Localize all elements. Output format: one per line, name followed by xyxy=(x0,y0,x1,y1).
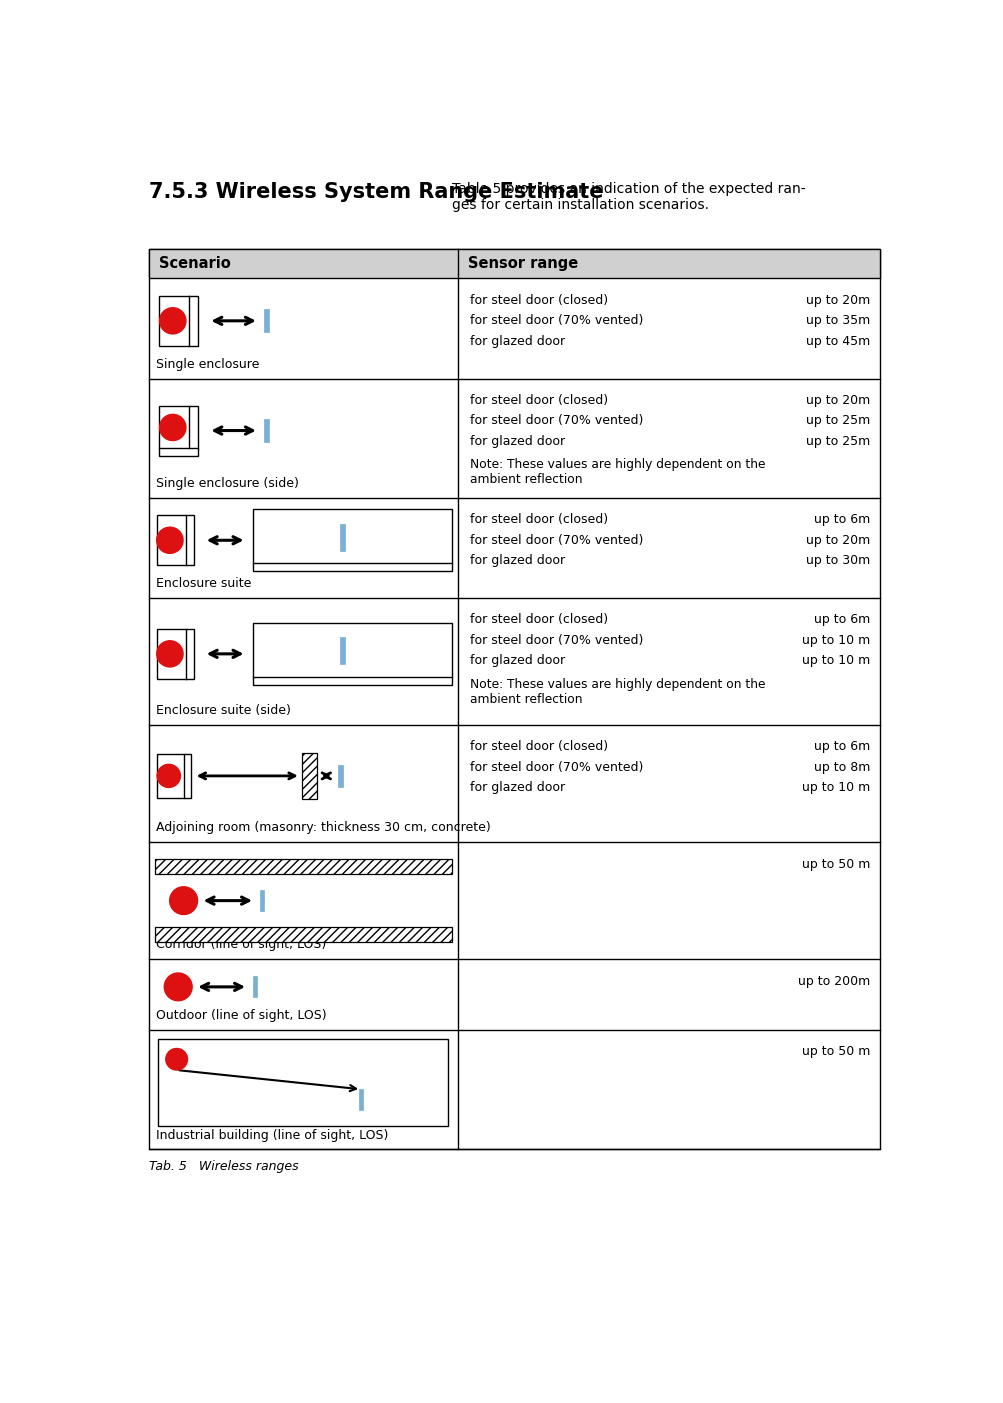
Bar xyxy=(302,753,317,798)
Text: Table 5 provides an indication of the expected ran-
ges for certain installation: Table 5 provides an indication of the ex… xyxy=(452,182,805,212)
Text: up to 20m: up to 20m xyxy=(805,293,870,307)
Text: for steel door (closed): for steel door (closed) xyxy=(469,613,608,626)
Text: Corridor (line of sight, LOS): Corridor (line of sight, LOS) xyxy=(156,939,326,951)
Text: up to 25m: up to 25m xyxy=(805,414,870,428)
Text: up to 35m: up to 35m xyxy=(805,314,870,327)
Text: up to 8m: up to 8m xyxy=(813,760,870,774)
Text: up to 10 m: up to 10 m xyxy=(801,634,870,647)
Bar xyxy=(260,891,264,911)
Circle shape xyxy=(159,307,186,334)
Bar xyxy=(358,1089,363,1110)
Bar xyxy=(253,976,257,998)
Text: for steel door (closed): for steel door (closed) xyxy=(469,513,608,526)
Text: Sensor range: Sensor range xyxy=(467,257,578,271)
Text: for glazed door: for glazed door xyxy=(469,554,565,567)
Text: up to 6m: up to 6m xyxy=(813,513,870,526)
Bar xyxy=(156,629,194,679)
Bar xyxy=(157,1040,447,1127)
Text: up to 20m: up to 20m xyxy=(805,394,870,407)
Bar xyxy=(338,765,342,787)
Text: up to 45m: up to 45m xyxy=(805,335,870,348)
Text: Adjoining room (masonry: thickness 30 cm, concrete): Adjoining room (masonry: thickness 30 cm… xyxy=(156,821,490,835)
Bar xyxy=(253,509,451,571)
Text: up to 200m: up to 200m xyxy=(797,975,870,988)
Text: Enclosure suite (side): Enclosure suite (side) xyxy=(156,704,291,717)
Circle shape xyxy=(156,641,183,666)
Text: up to 25m: up to 25m xyxy=(805,435,870,448)
Bar xyxy=(154,859,451,874)
Text: for glazed door: for glazed door xyxy=(469,781,565,794)
Circle shape xyxy=(164,974,192,1000)
Bar xyxy=(264,419,269,442)
Text: for steel door (70% vented): for steel door (70% vented) xyxy=(469,414,643,428)
Text: up to 10 m: up to 10 m xyxy=(801,654,870,668)
Text: Outdoor (line of sight, LOS): Outdoor (line of sight, LOS) xyxy=(156,1009,327,1023)
Text: Industrial building (line of sight, LOS): Industrial building (line of sight, LOS) xyxy=(156,1128,388,1142)
Bar xyxy=(156,753,191,798)
Bar xyxy=(264,309,269,333)
Bar xyxy=(253,623,451,685)
Text: up to 6m: up to 6m xyxy=(813,613,870,626)
Bar xyxy=(148,250,880,278)
Text: for steel door (70% vented): for steel door (70% vented) xyxy=(469,760,643,774)
Circle shape xyxy=(170,887,198,915)
Bar xyxy=(339,637,344,664)
Text: for glazed door: for glazed door xyxy=(469,435,565,448)
Text: Single enclosure (side): Single enclosure (side) xyxy=(156,477,299,490)
Text: Single enclosure: Single enclosure xyxy=(156,358,260,370)
Text: up to 50 m: up to 50 m xyxy=(801,1045,870,1058)
Text: up to 6m: up to 6m xyxy=(813,741,870,753)
Text: Note: These values are highly dependent on the
ambient reflection: Note: These values are highly dependent … xyxy=(469,459,764,487)
Bar xyxy=(148,250,880,1149)
Text: for steel door (70% vented): for steel door (70% vented) xyxy=(469,634,643,647)
Text: up to 50 m: up to 50 m xyxy=(801,857,870,870)
Text: for steel door (closed): for steel door (closed) xyxy=(469,741,608,753)
Bar xyxy=(154,927,451,943)
Text: up to 20m: up to 20m xyxy=(805,533,870,547)
Circle shape xyxy=(159,414,186,441)
Circle shape xyxy=(157,765,181,787)
Text: Note: These values are highly dependent on the
ambient reflection: Note: These values are highly dependent … xyxy=(469,678,764,706)
Text: Scenario: Scenario xyxy=(158,257,231,271)
Bar xyxy=(156,515,194,565)
Text: up to 10 m: up to 10 m xyxy=(801,781,870,794)
Text: for steel door (closed): for steel door (closed) xyxy=(469,293,608,307)
Circle shape xyxy=(156,528,183,553)
Text: for steel door (70% vented): for steel door (70% vented) xyxy=(469,314,643,327)
Circle shape xyxy=(165,1048,188,1070)
Text: for glazed door: for glazed door xyxy=(469,654,565,668)
Text: Tab. 5   Wireless ranges: Tab. 5 Wireless ranges xyxy=(148,1160,298,1173)
Text: up to 30m: up to 30m xyxy=(805,554,870,567)
Text: 7.5.3 Wireless System Range Estimate: 7.5.3 Wireless System Range Estimate xyxy=(148,182,603,202)
Text: for steel door (70% vented): for steel door (70% vented) xyxy=(469,533,643,547)
Text: Enclosure suite: Enclosure suite xyxy=(156,577,252,591)
Bar xyxy=(158,405,198,456)
Text: for steel door (closed): for steel door (closed) xyxy=(469,394,608,407)
Bar xyxy=(339,523,344,550)
Bar xyxy=(158,296,198,347)
Text: for glazed door: for glazed door xyxy=(469,335,565,348)
